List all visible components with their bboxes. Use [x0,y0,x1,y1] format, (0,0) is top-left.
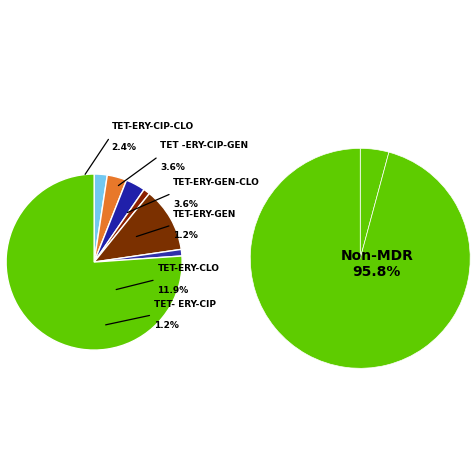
Wedge shape [250,148,470,368]
Wedge shape [94,175,127,262]
Text: TET -ERY-CIP-GEN: TET -ERY-CIP-GEN [160,141,248,150]
Wedge shape [94,249,182,262]
Wedge shape [360,148,389,258]
Wedge shape [94,193,181,262]
Wedge shape [94,190,149,262]
Text: 11.9%: 11.9% [157,286,189,295]
Text: 1.2%: 1.2% [173,231,198,240]
Text: 3.6%: 3.6% [173,200,198,209]
Wedge shape [94,180,144,262]
Text: TET-ERY-CIP-CLO: TET-ERY-CIP-CLO [112,122,194,131]
Text: TET-ERY-GEN: TET-ERY-GEN [173,210,237,219]
Text: TET- ERY-CIP: TET- ERY-CIP [154,300,216,309]
Text: TET-ERY-GEN-CLO: TET-ERY-GEN-CLO [173,178,260,187]
Text: 2.4%: 2.4% [112,143,137,152]
Text: 1.2%: 1.2% [154,321,179,330]
Wedge shape [94,174,107,262]
Text: Non-MDR
95.8%: Non-MDR 95.8% [340,249,413,279]
Wedge shape [6,174,182,350]
Text: 3.6%: 3.6% [160,163,185,172]
Text: TET-ERY-CLO: TET-ERY-CLO [157,264,219,273]
